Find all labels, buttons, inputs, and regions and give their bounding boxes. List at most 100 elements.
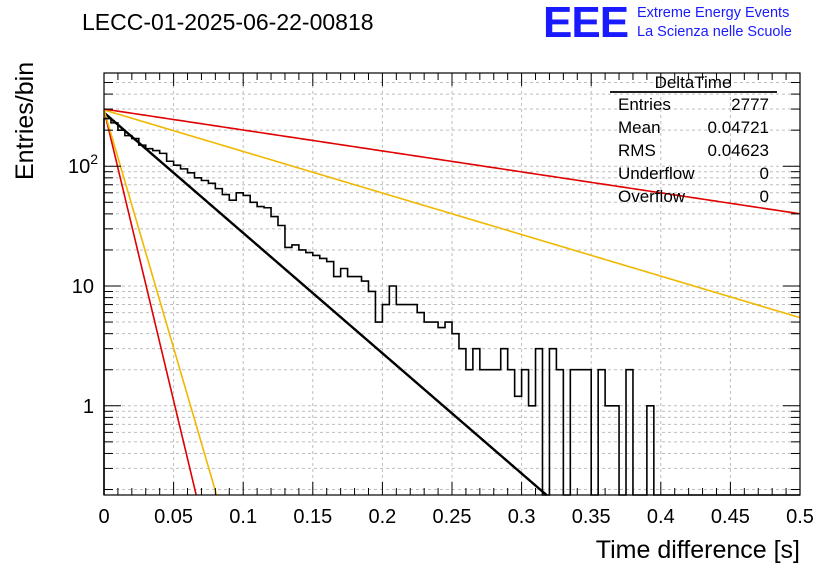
y-axis-label: Entries/bin — [11, 62, 39, 180]
histogram-bin — [445, 322, 452, 495]
stats-row-label: Overflow — [618, 187, 686, 206]
histogram-bin — [647, 406, 654, 495]
histogram-bin — [201, 180, 208, 495]
fit-curve-2 — [103, 109, 197, 496]
histogram-bin — [605, 406, 612, 495]
x-tick-label: 0.2 — [368, 506, 396, 528]
histogram-bin — [118, 130, 125, 495]
histogram-bin — [306, 253, 313, 495]
logo-caption-line-1: Extreme Energy Events — [637, 5, 790, 21]
histogram-bin — [222, 195, 229, 495]
histogram-bin — [494, 370, 501, 495]
histogram-bin — [313, 255, 320, 495]
histogram-bin — [375, 322, 382, 495]
x-tick-label: 0.35 — [572, 506, 611, 528]
fit-curve-1 — [103, 111, 548, 496]
histogram-bin — [341, 268, 348, 495]
histogram-bin — [257, 207, 264, 495]
x-tick-label: 0.5 — [786, 506, 814, 528]
x-tick-label: 0.25 — [433, 506, 472, 528]
stats-row-label: Entries — [618, 95, 671, 114]
histogram-bin — [139, 145, 146, 495]
axis-ticks — [103, 73, 801, 495]
histogram-bin — [396, 305, 403, 495]
histogram-bin — [132, 139, 139, 495]
histogram-bin — [327, 262, 334, 495]
histogram-bin — [299, 250, 306, 495]
histogram-outline — [103, 117, 800, 496]
x-tick-labels: 0 0.05 0.1 0.15 0.2 0.25 0.3 0.35 0.4 0.45 0.5 — [98, 506, 813, 528]
histogram-bin — [508, 370, 515, 495]
logo-caption-line-2: La Scienza nelle Scuole — [637, 24, 792, 40]
stats-row-value: 0.04623 — [708, 141, 769, 160]
histogram-bin — [362, 281, 369, 495]
stats-title: DeltaTime — [655, 73, 732, 92]
x-tick-label: 0.15 — [293, 506, 332, 528]
histogram-bin — [549, 349, 556, 495]
histogram-bin — [515, 396, 522, 495]
histogram-bin — [612, 406, 619, 495]
histogram-bin — [146, 149, 153, 495]
histogram-bin — [153, 151, 160, 495]
stats-row-value: 0 — [760, 164, 769, 183]
logo-caption: Extreme Energy Events La Scienza nelle S… — [637, 4, 792, 42]
stats-box: DeltaTime Entries 2777 Mean 0.04721 RMS 0.0462… — [610, 73, 777, 206]
histogram-bin — [111, 123, 118, 495]
histogram-bin — [410, 305, 417, 495]
chart-title: LECC-01-2025-06-22-00818 — [82, 9, 374, 35]
histogram-bars — [103, 117, 800, 496]
y-tick-label-exponent: 2 — [90, 151, 98, 167]
histogram-bin — [466, 370, 473, 495]
histogram-bin — [181, 169, 188, 495]
stats-row-label: Mean — [618, 118, 661, 137]
histogram-bin — [271, 217, 278, 495]
histogram-bin — [229, 200, 236, 495]
histogram-bin — [250, 202, 257, 495]
histogram-bin — [334, 277, 341, 495]
histogram-bin — [160, 153, 167, 495]
grid-lines — [104, 73, 800, 495]
y-tick-label: 1 — [83, 396, 94, 418]
histogram-bin — [536, 349, 543, 495]
histogram-bin — [194, 178, 201, 495]
histogram-bin — [480, 370, 487, 495]
eee-logo: EEE — [543, 0, 629, 47]
histogram-bin — [584, 370, 591, 495]
histogram-bin — [487, 370, 494, 495]
x-tick-label: 0.3 — [508, 506, 536, 528]
histogram-bin — [459, 349, 466, 495]
stats-row-label: Underflow — [618, 164, 695, 183]
y-tick-label-base: 10 — [68, 156, 90, 178]
histogram-bin — [501, 349, 508, 495]
histogram-bin — [598, 370, 605, 495]
histogram-bin — [243, 195, 250, 495]
histogram-bin — [417, 313, 424, 495]
fit-curves — [103, 108, 801, 496]
histogram-bin — [104, 119, 111, 495]
fit-curve-5 — [103, 108, 801, 215]
histogram-bin — [285, 247, 292, 495]
histogram-bin — [577, 370, 584, 495]
histogram-bin — [355, 277, 362, 495]
x-tick-label: 0.4 — [647, 506, 675, 528]
histogram-bin — [529, 406, 536, 495]
histogram-bin — [236, 193, 243, 495]
histogram-bin — [424, 322, 431, 495]
histogram-bin — [208, 183, 215, 495]
histogram-bin — [348, 277, 355, 495]
histogram-bin — [167, 161, 174, 495]
x-tick-label: 0.45 — [711, 506, 750, 528]
x-tick-label: 0 — [98, 506, 109, 528]
histogram-bin — [264, 208, 271, 495]
histogram-bin — [626, 370, 633, 495]
histogram-bin — [452, 334, 459, 495]
histogram-bin — [570, 370, 577, 495]
histogram-bin — [292, 245, 299, 495]
histogram-bin — [125, 136, 132, 495]
histogram-bin — [368, 291, 375, 495]
stats-row-value: 2777 — [731, 95, 769, 114]
fit-curve-3 — [103, 109, 218, 496]
histogram-bin — [389, 286, 396, 495]
fit-curve-4 — [103, 109, 801, 319]
